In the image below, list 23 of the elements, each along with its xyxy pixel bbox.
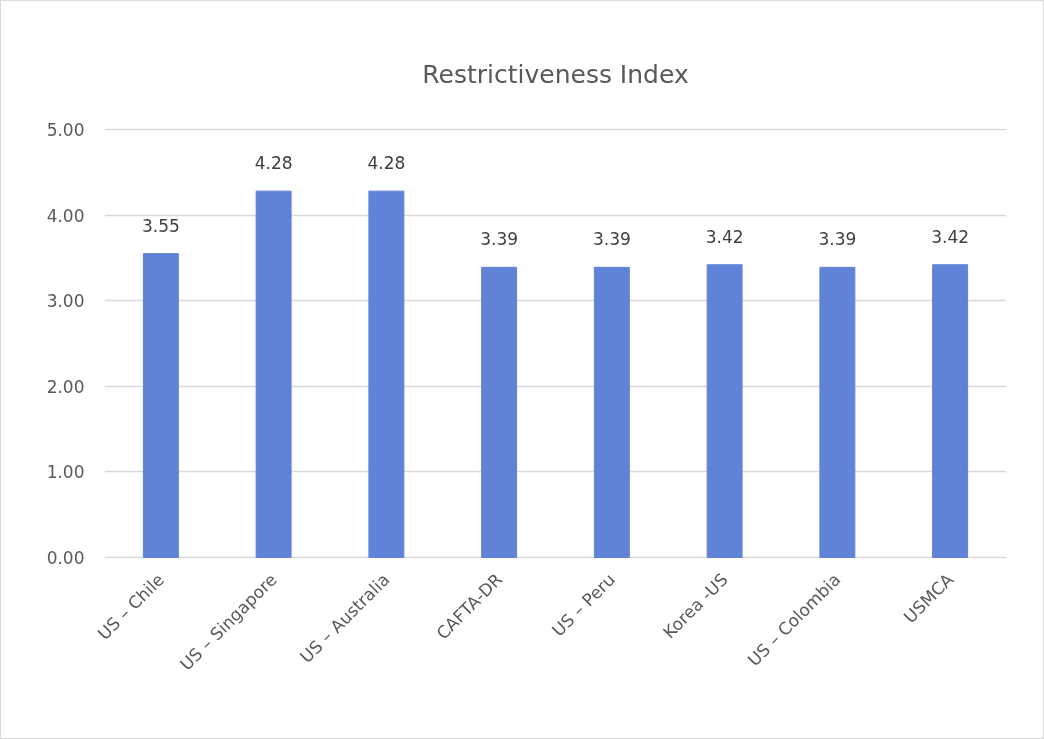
bar bbox=[593, 266, 630, 558]
data-label: 3.39 bbox=[592, 229, 631, 250]
chart-title: Restrictiveness Index bbox=[422, 59, 689, 89]
y-tick-label: 4.00 bbox=[46, 205, 85, 226]
data-label: 3.39 bbox=[480, 229, 519, 250]
data-label: 3.55 bbox=[141, 215, 180, 236]
y-tick-label: 1.00 bbox=[46, 462, 85, 483]
y-tick-label: 5.00 bbox=[46, 120, 85, 140]
y-tick-label: 3.00 bbox=[46, 291, 85, 312]
data-label: 3.42 bbox=[705, 226, 744, 247]
y-tick-label: 0.00 bbox=[46, 548, 85, 568]
bar bbox=[819, 266, 856, 558]
bar bbox=[706, 264, 743, 558]
data-label: 4.28 bbox=[254, 153, 293, 174]
bar bbox=[481, 266, 518, 558]
bar bbox=[255, 190, 292, 558]
data-label: 4.28 bbox=[367, 153, 406, 174]
data-label: 3.42 bbox=[931, 226, 970, 247]
y-tick-label: 2.00 bbox=[46, 376, 85, 397]
bar bbox=[142, 253, 179, 558]
data-label: 3.39 bbox=[818, 229, 857, 250]
bar bbox=[932, 264, 969, 558]
bar bbox=[368, 190, 405, 558]
